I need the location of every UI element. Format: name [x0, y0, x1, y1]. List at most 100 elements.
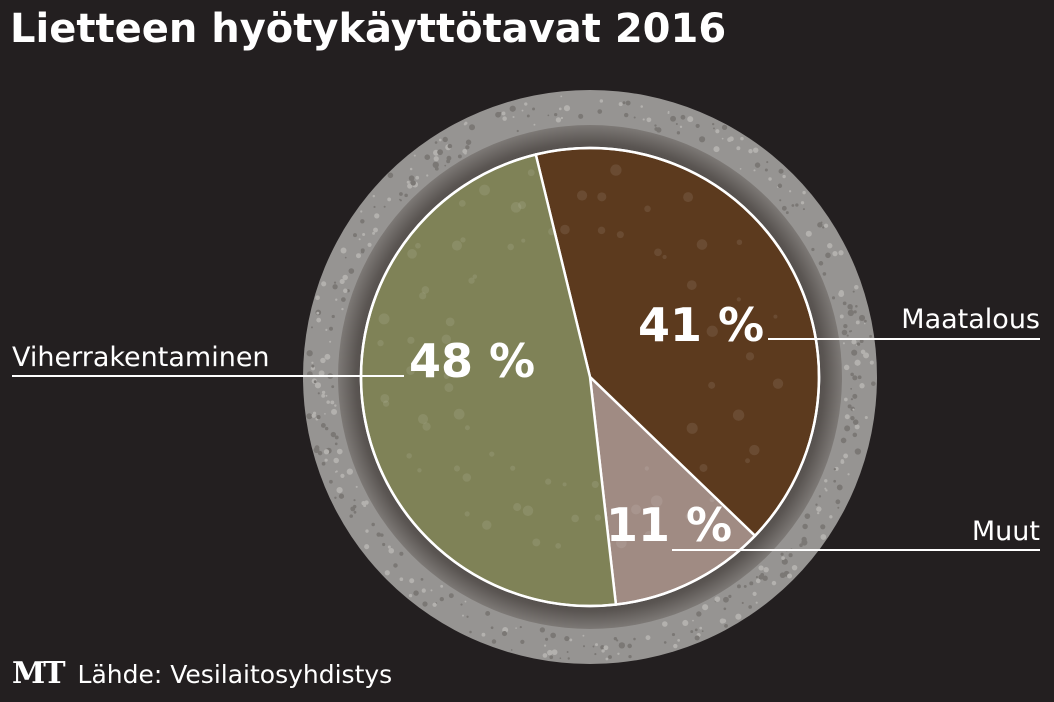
rim-texture-dot — [832, 251, 838, 257]
rim-texture-dot — [721, 124, 728, 131]
rim-texture-dot — [437, 149, 444, 156]
rim-texture-dot — [802, 208, 805, 211]
rim-texture-dot — [699, 136, 706, 143]
rim-texture-dot — [320, 423, 326, 428]
slice-texture-dot — [472, 274, 478, 279]
rim-texture-dot — [399, 551, 404, 556]
rim-texture-dot — [680, 114, 686, 120]
rim-texture-dot — [869, 334, 873, 338]
rim-texture-dot — [539, 627, 546, 633]
rim-texture-dot — [321, 393, 326, 398]
rim-texture-dot — [864, 319, 867, 323]
rim-texture-dot — [785, 211, 789, 215]
rim-texture-dot — [340, 473, 345, 478]
rim-texture-dot — [426, 174, 429, 177]
rim-texture-dot — [728, 594, 732, 598]
rim-texture-dot — [336, 448, 343, 455]
rim-texture-dot — [857, 375, 862, 380]
rim-texture-dot — [692, 619, 694, 622]
rim-texture-dot — [618, 102, 623, 107]
rim-texture-dot — [315, 295, 320, 301]
rim-texture-dot — [613, 636, 618, 641]
rim-texture-dot — [491, 639, 497, 644]
rim-texture-dot — [352, 504, 357, 509]
slice-texture-dot — [422, 422, 431, 431]
rim-texture-dot — [714, 596, 721, 602]
rim-texture-dot — [677, 639, 681, 642]
rim-texture-dot — [544, 637, 549, 641]
rim-texture-dot — [676, 131, 681, 135]
rim-texture-dot — [837, 506, 840, 509]
rim-texture-dot — [847, 473, 850, 476]
rim-texture-dot — [829, 515, 833, 519]
rim-texture-dot — [801, 539, 808, 546]
rim-texture-dot — [343, 288, 348, 294]
rim-texture-dot — [753, 169, 756, 172]
slice-texture-dot — [571, 514, 579, 523]
rim-texture-dot — [702, 604, 709, 611]
rim-texture-dot — [618, 642, 626, 649]
rim-texture-dot — [434, 166, 439, 171]
rim-texture-dot — [543, 644, 547, 647]
rim-texture-dot — [719, 618, 725, 624]
rim-texture-dot — [360, 219, 365, 224]
slice-texture-dot — [745, 352, 755, 361]
rim-texture-dot — [462, 614, 464, 617]
rim-texture-dot — [409, 167, 413, 171]
chart-title: Lietteen hyötykäyttötavat 2016 — [10, 6, 727, 52]
rim-texture-dot — [550, 632, 556, 639]
rim-texture-dot — [422, 601, 428, 607]
rim-texture-dot — [842, 301, 847, 306]
rim-texture-dot — [502, 116, 507, 121]
rim-texture-dot — [331, 385, 335, 389]
rim-texture-dot — [645, 635, 651, 641]
rim-texture-dot — [743, 584, 747, 588]
rim-texture-dot — [654, 124, 657, 127]
rim-texture-dot — [623, 112, 629, 118]
slice-texture-dot — [685, 513, 692, 520]
rim-texture-dot — [325, 394, 328, 397]
slice-texture-dot — [686, 422, 698, 434]
rim-texture-dot — [334, 435, 339, 440]
rim-texture-dot — [852, 408, 855, 411]
rim-texture-dot — [465, 139, 472, 145]
rim-texture-dot — [353, 499, 356, 502]
rim-texture-dot — [373, 205, 376, 209]
rim-texture-dot — [597, 109, 603, 114]
rim-texture-dot — [863, 352, 870, 359]
rim-texture-dot — [564, 636, 570, 642]
rim-texture-dot — [670, 115, 676, 122]
slice-texture-dot — [560, 224, 570, 235]
rim-texture-dot — [408, 593, 413, 598]
rim-texture-dot — [787, 573, 793, 579]
rim-texture-dot — [852, 419, 859, 425]
rim-texture-dot — [334, 496, 337, 499]
rim-texture-dot — [816, 506, 822, 512]
source-credit: Lähde: Vesilaitosyhdistys — [77, 660, 393, 689]
rim-texture-dot — [469, 630, 472, 634]
rim-texture-dot — [329, 479, 333, 484]
rim-texture-dot — [569, 638, 573, 642]
rim-texture-dot — [811, 247, 815, 252]
rim-texture-dot — [843, 364, 850, 371]
rim-texture-dot — [382, 542, 386, 547]
rim-texture-dot — [457, 154, 462, 159]
mt-logo: MT — [12, 656, 66, 691]
rim-texture-dot — [840, 459, 844, 463]
rim-texture-dot — [739, 168, 742, 170]
rim-texture-dot — [346, 468, 353, 475]
rim-texture-dot — [490, 626, 494, 630]
rim-texture-dot — [364, 544, 370, 550]
rim-texture-dot — [367, 242, 372, 247]
slice-texture-dot — [644, 205, 651, 213]
rim-texture-dot — [342, 274, 348, 281]
slice-texture-dot — [421, 286, 430, 294]
slice-texture-dot — [699, 464, 708, 472]
rim-texture-dot — [547, 114, 550, 117]
rim-texture-dot — [633, 116, 636, 119]
rim-texture-dot — [781, 556, 785, 560]
rim-texture-dot — [835, 499, 841, 505]
rim-texture-dot — [735, 613, 742, 620]
rim-texture-dot — [656, 127, 662, 133]
rim-texture-dot — [323, 449, 330, 455]
